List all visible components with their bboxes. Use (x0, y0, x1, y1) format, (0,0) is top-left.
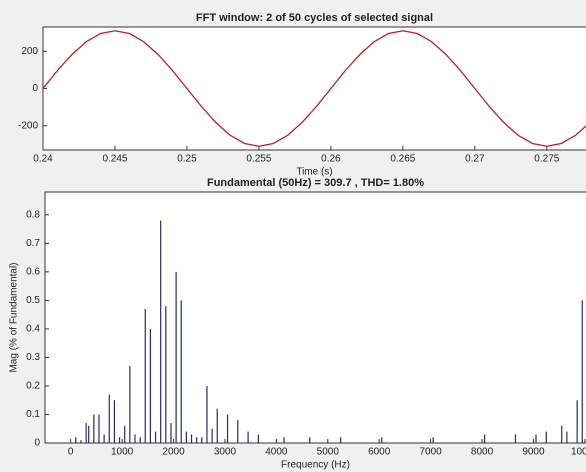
signal-line (42, 30, 586, 147)
x-tick-label: 0.245 (102, 154, 127, 165)
y-tick-label: 0.2 (26, 381, 40, 392)
y-tick-label: 0.7 (26, 238, 40, 249)
y-tick-label: 0.4 (26, 324, 40, 335)
x-tick-label: 0.275 (534, 154, 559, 165)
y-tick-label: 0.5 (26, 295, 40, 306)
x-tick-label: 5000 (317, 447, 340, 458)
x-tick-label: 1000 (111, 447, 134, 458)
x-tick-label: 7000 (419, 447, 442, 458)
x-tick-label: 0.255 (246, 154, 271, 165)
y-tick-label: 0.6 (26, 267, 40, 278)
x-tick-label: 0.24 (33, 154, 53, 165)
y-tick-label: 0 (34, 438, 40, 449)
x-tick-label: 0.26 (321, 154, 341, 165)
chart-title: Fundamental (50Hz) = 309.7 , THD= 1.80% (207, 177, 424, 189)
x-tick-label: 4000 (265, 447, 288, 458)
y-tick-label: 0 (32, 83, 38, 94)
x-tick-label: 9000 (522, 447, 545, 458)
x-tick-label: 0.25 (177, 154, 197, 165)
y-tick-label: -200 (18, 120, 38, 131)
x-tick-label: 6000 (368, 447, 391, 458)
y-tick-label: 200 (21, 46, 38, 57)
x-tick-label: 0 (68, 447, 74, 458)
x-axis-label: Frequency (Hz) (281, 460, 350, 471)
x-tick-label: 0.27 (465, 154, 485, 165)
plot-area (42, 26, 586, 151)
y-tick-label: 0.3 (26, 352, 40, 363)
y-axis-label: Mag (% of Fundamental) (9, 262, 20, 372)
chart-title: FFT window: 2 of 50 cycles of selected s… (196, 12, 433, 24)
x-tick-label: 8000 (471, 447, 494, 458)
x-axis-label: Time (s) (296, 167, 332, 178)
x-tick-label: 2000 (162, 447, 185, 458)
x-tick-label: 0.265 (390, 154, 415, 165)
y-tick-label: 0.8 (26, 209, 40, 220)
plot-area (44, 191, 586, 444)
y-tick-label: 0.1 (26, 409, 40, 420)
x-tick-label: 3000 (214, 447, 237, 458)
